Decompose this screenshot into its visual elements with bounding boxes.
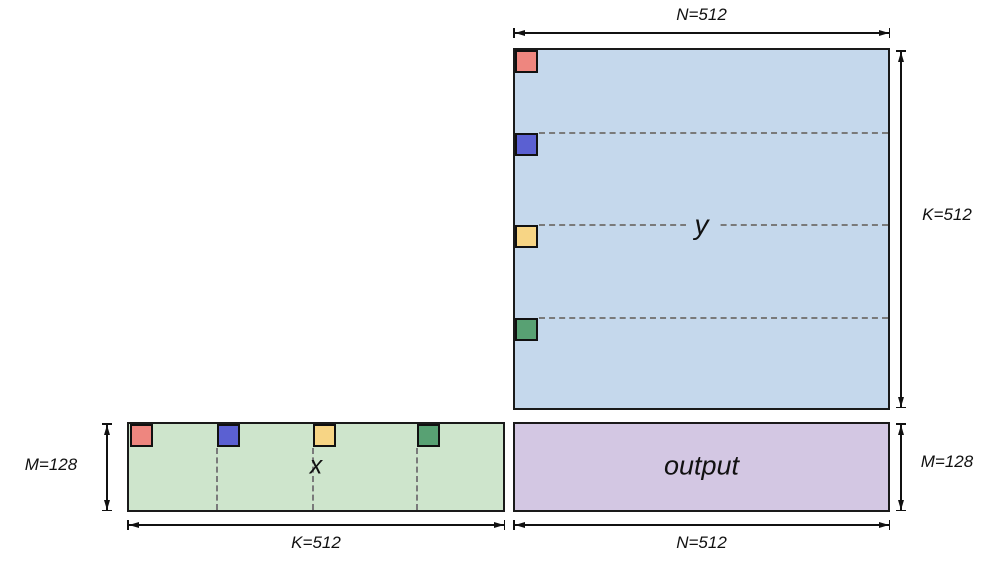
chunk-divider-dashed-line: [539, 317, 888, 319]
chunk-square-green-on-y: [515, 318, 538, 341]
dimension-label-n-bottom: N=512: [676, 533, 727, 552]
dimension-label-n-top: N=512: [676, 5, 727, 24]
chunk-divider-dashed-line: [416, 448, 418, 510]
dimension-arrow-m-left: [102, 423, 112, 511]
chunk-divider-dashed-line: [539, 132, 888, 134]
chunk-divider-dashed-line: [216, 448, 218, 510]
matrix-y-label: y: [685, 211, 718, 239]
dimension-arrow-k-right: [896, 50, 906, 408]
matrix-x: x: [127, 422, 505, 512]
dimension-arrow-k-bottom: [127, 520, 505, 530]
matrix-y: y: [513, 48, 890, 410]
dimension-arrow-n-top: [513, 28, 890, 38]
chunk-square-green-on-x: [417, 424, 440, 447]
chunk-square-red-on-y: [515, 50, 538, 73]
matrix-output-label: output: [663, 450, 740, 481]
matrix-output: output: [513, 422, 890, 512]
chunk-square-red-on-x: [130, 424, 153, 447]
dimension-label-m-left: M=128: [24, 455, 78, 474]
chunk-square-yellow-on-y: [515, 225, 538, 248]
dimension-label-k-right: K=512: [922, 205, 972, 224]
chunk-divider-dashed-line: [312, 448, 314, 510]
chunk-square-blue-on-y: [515, 133, 538, 156]
matrix-x-label: x: [309, 451, 323, 480]
chunk-square-yellow-on-x: [313, 424, 336, 447]
dimension-label-m-right: M=128: [920, 452, 974, 471]
dimension-arrow-m-right: [896, 423, 906, 511]
dimension-label-k-bottom: K=512: [291, 533, 341, 552]
chunk-square-blue-on-x: [217, 424, 240, 447]
dimension-arrow-n-bottom: [513, 520, 890, 530]
